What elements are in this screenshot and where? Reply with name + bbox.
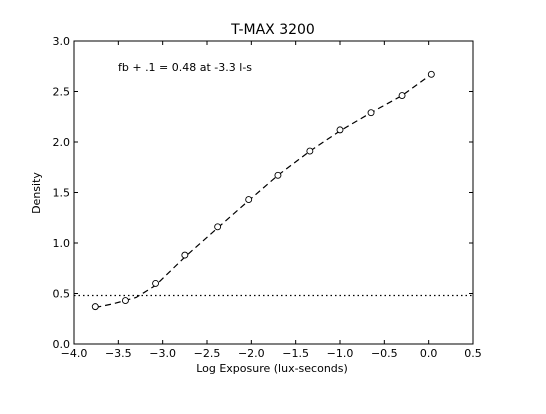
- x-axis-label: Log Exposure (lux-seconds): [196, 362, 348, 375]
- data-point: [152, 279, 160, 287]
- axes: −4.0 −3.5 −3.0 −2.5 −2.0 −1.5 −1.0 −0.5 0.0 0.5 0.…: [53, 35, 482, 360]
- y-tick-label: 1.5: [53, 187, 71, 200]
- x-tick-label: 0.5: [464, 347, 482, 360]
- chart-annotation: fb + .1 = 0.48 at -3.3 l-s: [118, 61, 252, 74]
- data-point: [91, 303, 99, 311]
- x-tick-label: 0.0: [420, 347, 438, 360]
- y-tick-label: 2.0: [53, 136, 71, 149]
- data-point: [336, 126, 344, 134]
- x-tick-label: −4.0: [61, 347, 88, 360]
- x-tick-label: −3.0: [149, 347, 176, 360]
- plot-area: [74, 70, 473, 311]
- y-tick-label: 0.0: [53, 338, 71, 351]
- y-tick-label: 3.0: [53, 35, 71, 48]
- data-point: [367, 109, 375, 117]
- x-tick-label: −1.5: [282, 347, 309, 360]
- data-point: [245, 196, 253, 204]
- y-tick-label: 1.0: [53, 237, 71, 250]
- y-tick-label: 2.5: [53, 86, 71, 99]
- data-point: [398, 92, 406, 99]
- data-point: [181, 251, 189, 259]
- x-tick-label: −3.5: [105, 347, 132, 360]
- data-point: [274, 171, 282, 179]
- x-tick-label: −2.0: [238, 347, 265, 360]
- y-axis-label: Density: [30, 172, 43, 214]
- data-point: [121, 297, 129, 305]
- data-point: [214, 223, 222, 231]
- chart-title: T-MAX 3200: [230, 22, 315, 38]
- x-tick-label: −0.5: [371, 347, 398, 360]
- y-tick-label: 0.5: [53, 288, 71, 301]
- x-tick-label: −2.5: [194, 347, 221, 360]
- data-point: [427, 70, 435, 78]
- data-point: [306, 147, 314, 155]
- x-tick-label: −1.0: [327, 347, 354, 360]
